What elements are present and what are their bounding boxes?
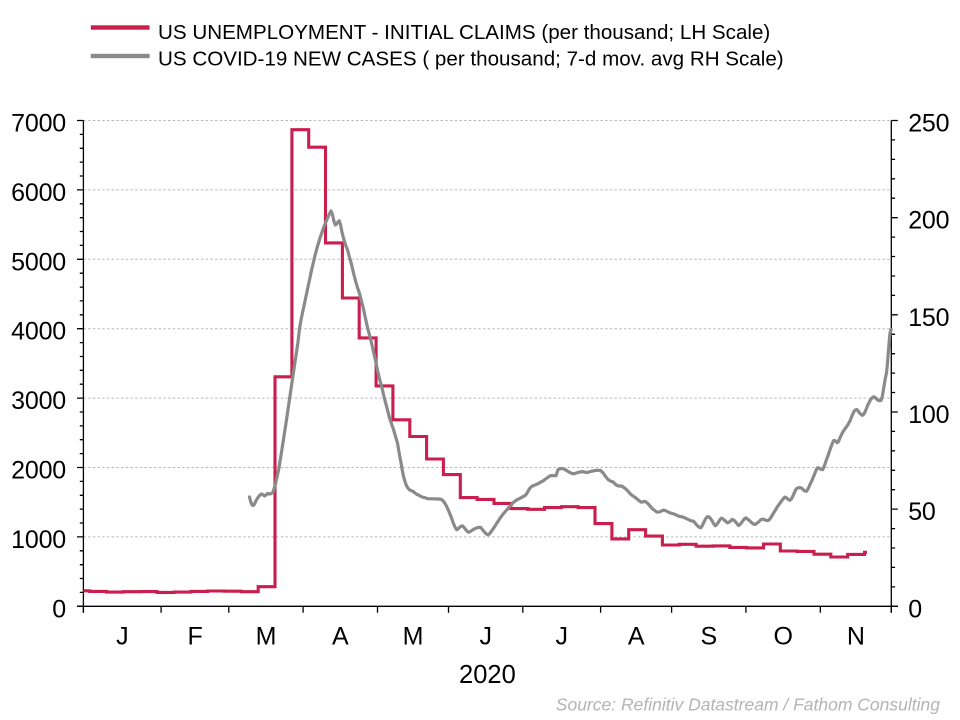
svg-text:US UNEMPLOYMENT - INITIAL CLAI: US UNEMPLOYMENT - INITIAL CLAIMS (per th… [158, 21, 770, 44]
svg-text:Source: Refinitiv Datastream /: Source: Refinitiv Datastream / Fathom Co… [556, 695, 940, 715]
svg-text:2020: 2020 [459, 661, 516, 689]
svg-text:0: 0 [908, 595, 922, 623]
svg-text:200: 200 [908, 207, 949, 235]
svg-text:100: 100 [908, 401, 949, 429]
svg-text:M: M [403, 623, 424, 651]
svg-text:1000: 1000 [11, 526, 66, 554]
svg-text:A: A [628, 623, 645, 651]
svg-text:US COVID-19 NEW CASES ( per th: US COVID-19 NEW CASES ( per thousand; 7-… [158, 48, 784, 71]
svg-text:O: O [773, 623, 792, 651]
svg-text:7000: 7000 [11, 110, 66, 138]
svg-text:250: 250 [908, 110, 949, 138]
svg-text:3000: 3000 [11, 387, 66, 415]
svg-text:N: N [847, 623, 865, 651]
svg-text:J: J [556, 623, 568, 651]
svg-text:0: 0 [52, 595, 66, 623]
svg-text:6000: 6000 [11, 179, 66, 207]
svg-text:4000: 4000 [11, 318, 66, 346]
svg-text:S: S [701, 623, 717, 651]
svg-text:J: J [116, 623, 128, 651]
svg-text:50: 50 [908, 498, 935, 526]
svg-text:2000: 2000 [11, 457, 66, 485]
svg-text:5000: 5000 [11, 248, 66, 276]
svg-text:J: J [480, 623, 492, 651]
svg-text:150: 150 [908, 304, 949, 332]
svg-text:M: M [256, 623, 277, 651]
svg-text:A: A [332, 623, 349, 651]
svg-text:F: F [187, 623, 202, 651]
